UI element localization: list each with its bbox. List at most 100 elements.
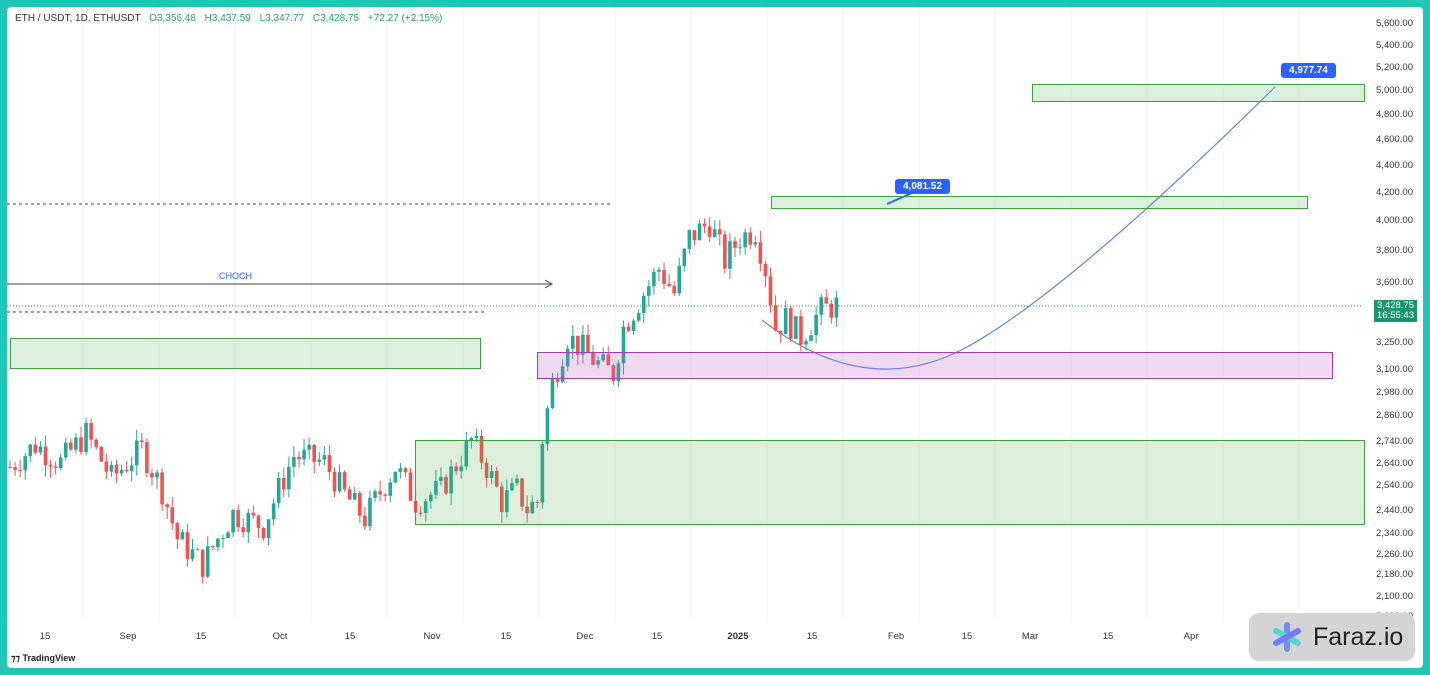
candle-body	[124, 469, 129, 472]
candle-body	[829, 303, 834, 318]
candle-body	[175, 523, 180, 540]
candle-body	[550, 378, 555, 409]
candle-body	[180, 532, 185, 540]
candle-body	[429, 494, 433, 502]
candle-body	[662, 269, 666, 284]
candle-body	[565, 348, 570, 367]
candle-body	[682, 248, 687, 266]
candle-body	[794, 316, 798, 339]
candle-body	[586, 334, 590, 353]
last-price: 3,428.75	[1377, 300, 1414, 311]
tradingview-logo[interactable]: ⁊⁊ TradingView	[11, 653, 76, 663]
candle-body	[464, 440, 469, 467]
price-tick: 4,400.00	[1376, 160, 1413, 171]
candle-body	[104, 461, 109, 472]
candle-body	[697, 223, 702, 241]
candle-body	[140, 440, 144, 442]
candle-body	[626, 326, 631, 331]
price-tick: 2,340.00	[1376, 528, 1413, 539]
candle-body	[723, 234, 727, 269]
candle-body	[804, 341, 808, 345]
candle-body	[773, 305, 778, 331]
candle-body	[510, 483, 514, 491]
candle-body	[479, 435, 484, 463]
candle-body	[560, 366, 565, 383]
time-tick: Oct	[272, 631, 288, 642]
candle-body	[799, 316, 803, 345]
candle-body	[287, 466, 291, 490]
candle-body	[165, 504, 169, 508]
candle-body	[601, 354, 605, 361]
candle-body	[114, 465, 119, 474]
price-tick: 2,180.00	[1376, 569, 1413, 580]
candle-body	[246, 512, 251, 533]
candle-body	[261, 527, 266, 539]
candle-body	[271, 503, 276, 520]
candle-body	[672, 286, 676, 294]
candle-body	[373, 491, 377, 498]
candle-body	[687, 230, 692, 249]
time-tick: 15	[39, 631, 51, 642]
candle-body	[145, 441, 149, 474]
candle-body	[484, 462, 489, 478]
candle-body	[109, 465, 114, 472]
time-tick: 15	[961, 631, 973, 642]
candle-body	[79, 437, 83, 453]
arrow-head-icon	[544, 279, 554, 289]
price-chart[interactable]	[7, 7, 1423, 668]
candle-body	[555, 378, 560, 383]
time-tick: 15	[195, 631, 207, 642]
candle-body	[494, 471, 499, 487]
candle-body	[266, 519, 271, 539]
candle-body	[383, 494, 387, 496]
candle-body	[292, 456, 296, 467]
price-tick: 2,640.00	[1376, 458, 1413, 469]
candle-body	[434, 480, 438, 495]
price-tick: 4,000.00	[1376, 215, 1413, 226]
candle-body	[459, 466, 464, 472]
candle-body	[758, 242, 763, 264]
candle-body	[63, 442, 68, 458]
candle-body	[190, 549, 195, 559]
target1-arrow	[886, 192, 913, 205]
candle-body	[636, 313, 641, 321]
target2-label: 4,977.74	[1281, 63, 1336, 78]
time-tick: 15	[1102, 631, 1114, 642]
candle-body	[499, 486, 504, 513]
candle-body	[18, 469, 22, 471]
price-tick: 3,800.00	[1376, 245, 1413, 256]
candle-body	[378, 491, 382, 495]
candle-body	[423, 501, 428, 514]
price-tick: 2,740.00	[1376, 436, 1413, 447]
candle-body	[155, 472, 159, 478]
candle-body	[33, 444, 38, 453]
symbol-label[interactable]: ETH / USDT, 1D, ETHUSDT	[15, 13, 141, 24]
candle-body	[515, 478, 519, 484]
candle-body	[53, 466, 58, 468]
candle-body	[347, 489, 352, 500]
candle-body	[205, 546, 210, 577]
candle-body	[819, 297, 823, 315]
candle-body	[337, 472, 342, 492]
time-tick: Sep	[119, 631, 137, 642]
tradingview-text: TradingView	[22, 653, 76, 663]
candle-body	[398, 468, 403, 472]
candle-body	[211, 546, 215, 548]
candle-body	[216, 538, 220, 548]
time-tick: Mar	[1021, 631, 1039, 642]
candle-body	[241, 527, 246, 533]
candle-body	[134, 440, 139, 466]
candle-body	[13, 467, 17, 470]
candle-body	[403, 468, 408, 473]
candle-body	[231, 509, 235, 533]
candle-body	[28, 444, 33, 457]
candle-body	[449, 466, 453, 494]
candle-body	[195, 549, 200, 551]
candle-body	[276, 478, 281, 504]
candle-body	[545, 408, 550, 444]
price-tick: 2,440.00	[1376, 505, 1413, 516]
candle-body	[129, 465, 134, 472]
candle-body	[454, 466, 458, 472]
time-tick: Feb	[887, 631, 905, 642]
change-value: +72.27 (+2.15%)	[367, 13, 443, 24]
